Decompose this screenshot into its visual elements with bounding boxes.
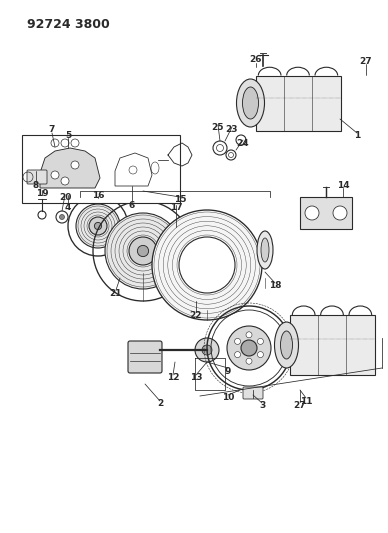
Ellipse shape [242, 87, 258, 119]
Circle shape [76, 204, 120, 248]
Text: 24: 24 [237, 139, 249, 148]
Text: 1: 1 [354, 132, 360, 141]
Circle shape [257, 338, 263, 344]
Ellipse shape [295, 330, 305, 360]
Text: 6: 6 [129, 200, 135, 209]
Bar [289, 315, 374, 375]
Ellipse shape [281, 331, 293, 359]
Text: 18: 18 [269, 281, 281, 290]
Circle shape [235, 352, 241, 358]
Text: 23: 23 [226, 125, 238, 134]
Circle shape [59, 214, 64, 220]
Polygon shape [40, 148, 100, 188]
Ellipse shape [168, 223, 184, 251]
Circle shape [51, 171, 59, 179]
FancyBboxPatch shape [128, 341, 162, 373]
Circle shape [179, 237, 235, 293]
Circle shape [71, 161, 79, 169]
Circle shape [152, 210, 262, 320]
Text: 26: 26 [250, 55, 262, 64]
Bar [256, 76, 341, 131]
Circle shape [246, 332, 252, 338]
Circle shape [235, 338, 241, 344]
Text: 13: 13 [190, 374, 202, 383]
Text: 5: 5 [65, 131, 71, 140]
Circle shape [137, 245, 149, 256]
Circle shape [94, 222, 102, 230]
Text: 22: 22 [190, 311, 202, 319]
Text: 8: 8 [33, 181, 39, 190]
Bar [300, 197, 352, 229]
Circle shape [257, 352, 263, 358]
Text: 9: 9 [225, 367, 231, 376]
Text: 3: 3 [259, 401, 265, 410]
Ellipse shape [237, 79, 265, 127]
Text: 14: 14 [337, 181, 349, 190]
Text: 27: 27 [360, 56, 372, 66]
Circle shape [227, 326, 271, 370]
Text: 10: 10 [222, 393, 234, 402]
Text: 11: 11 [300, 397, 312, 406]
Circle shape [195, 338, 219, 362]
Circle shape [305, 206, 319, 220]
Text: 27: 27 [294, 400, 306, 409]
Circle shape [333, 206, 347, 220]
Text: 16: 16 [92, 190, 104, 199]
Text: 92724 3800: 92724 3800 [27, 19, 109, 31]
Text: 17: 17 [170, 204, 182, 213]
FancyBboxPatch shape [243, 387, 263, 399]
Text: 7: 7 [49, 125, 55, 134]
Text: 25: 25 [212, 124, 224, 133]
Circle shape [105, 213, 181, 289]
Text: 2: 2 [157, 399, 163, 408]
Circle shape [241, 340, 257, 356]
Ellipse shape [172, 229, 180, 245]
Circle shape [246, 358, 252, 364]
Bar [148, 155, 158, 165]
Text: 4: 4 [65, 203, 71, 212]
Circle shape [89, 217, 107, 235]
Ellipse shape [257, 231, 273, 269]
Ellipse shape [274, 322, 298, 368]
Text: 20: 20 [59, 192, 71, 201]
Circle shape [202, 345, 212, 355]
Circle shape [129, 237, 157, 265]
Text: 21: 21 [110, 288, 122, 297]
Ellipse shape [261, 238, 269, 262]
Ellipse shape [290, 321, 310, 369]
Circle shape [61, 177, 69, 185]
FancyBboxPatch shape [27, 170, 47, 184]
Text: 15: 15 [174, 196, 186, 205]
Bar [22, 135, 180, 203]
Text: 12: 12 [167, 374, 179, 383]
Text: 19: 19 [36, 189, 48, 198]
